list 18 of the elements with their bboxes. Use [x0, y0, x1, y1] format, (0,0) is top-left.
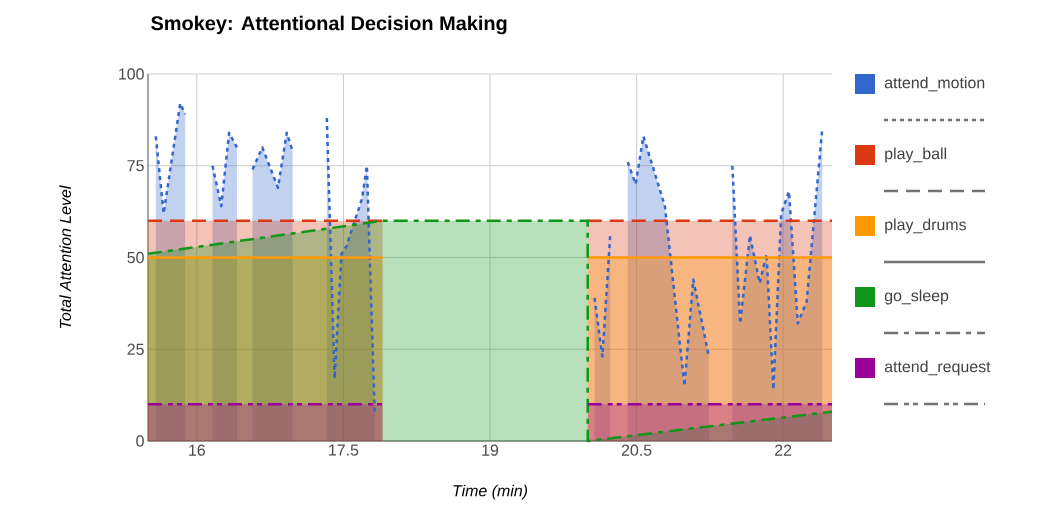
legend-label: attend_motion: [884, 76, 985, 92]
x-tick-label: 22: [775, 444, 792, 456]
x-tick-label: 17.5: [329, 444, 359, 456]
y-tick-label: 50: [127, 251, 144, 264]
y-tick-label: 100: [119, 68, 144, 80]
x-axis-title: Time (min): [453, 484, 528, 500]
y-tick-label: 25: [127, 343, 144, 355]
legend-label: attend_request: [884, 360, 991, 376]
y-tick-label: 0: [136, 435, 144, 447]
x-tick-label: 19: [482, 444, 499, 456]
legend-label: play_drums: [885, 218, 967, 234]
x-tick-label: 16: [189, 444, 206, 456]
y-axis-title: Total Attention Level: [59, 185, 72, 328]
y-tick-label: 75: [127, 160, 144, 172]
x-tick-label: 20.5: [621, 444, 652, 456]
chart-title: Smokey: Attentional Decision Making: [151, 15, 507, 35]
legend-label: go_sleep: [884, 289, 949, 305]
legend-label: play_ball: [885, 147, 947, 163]
